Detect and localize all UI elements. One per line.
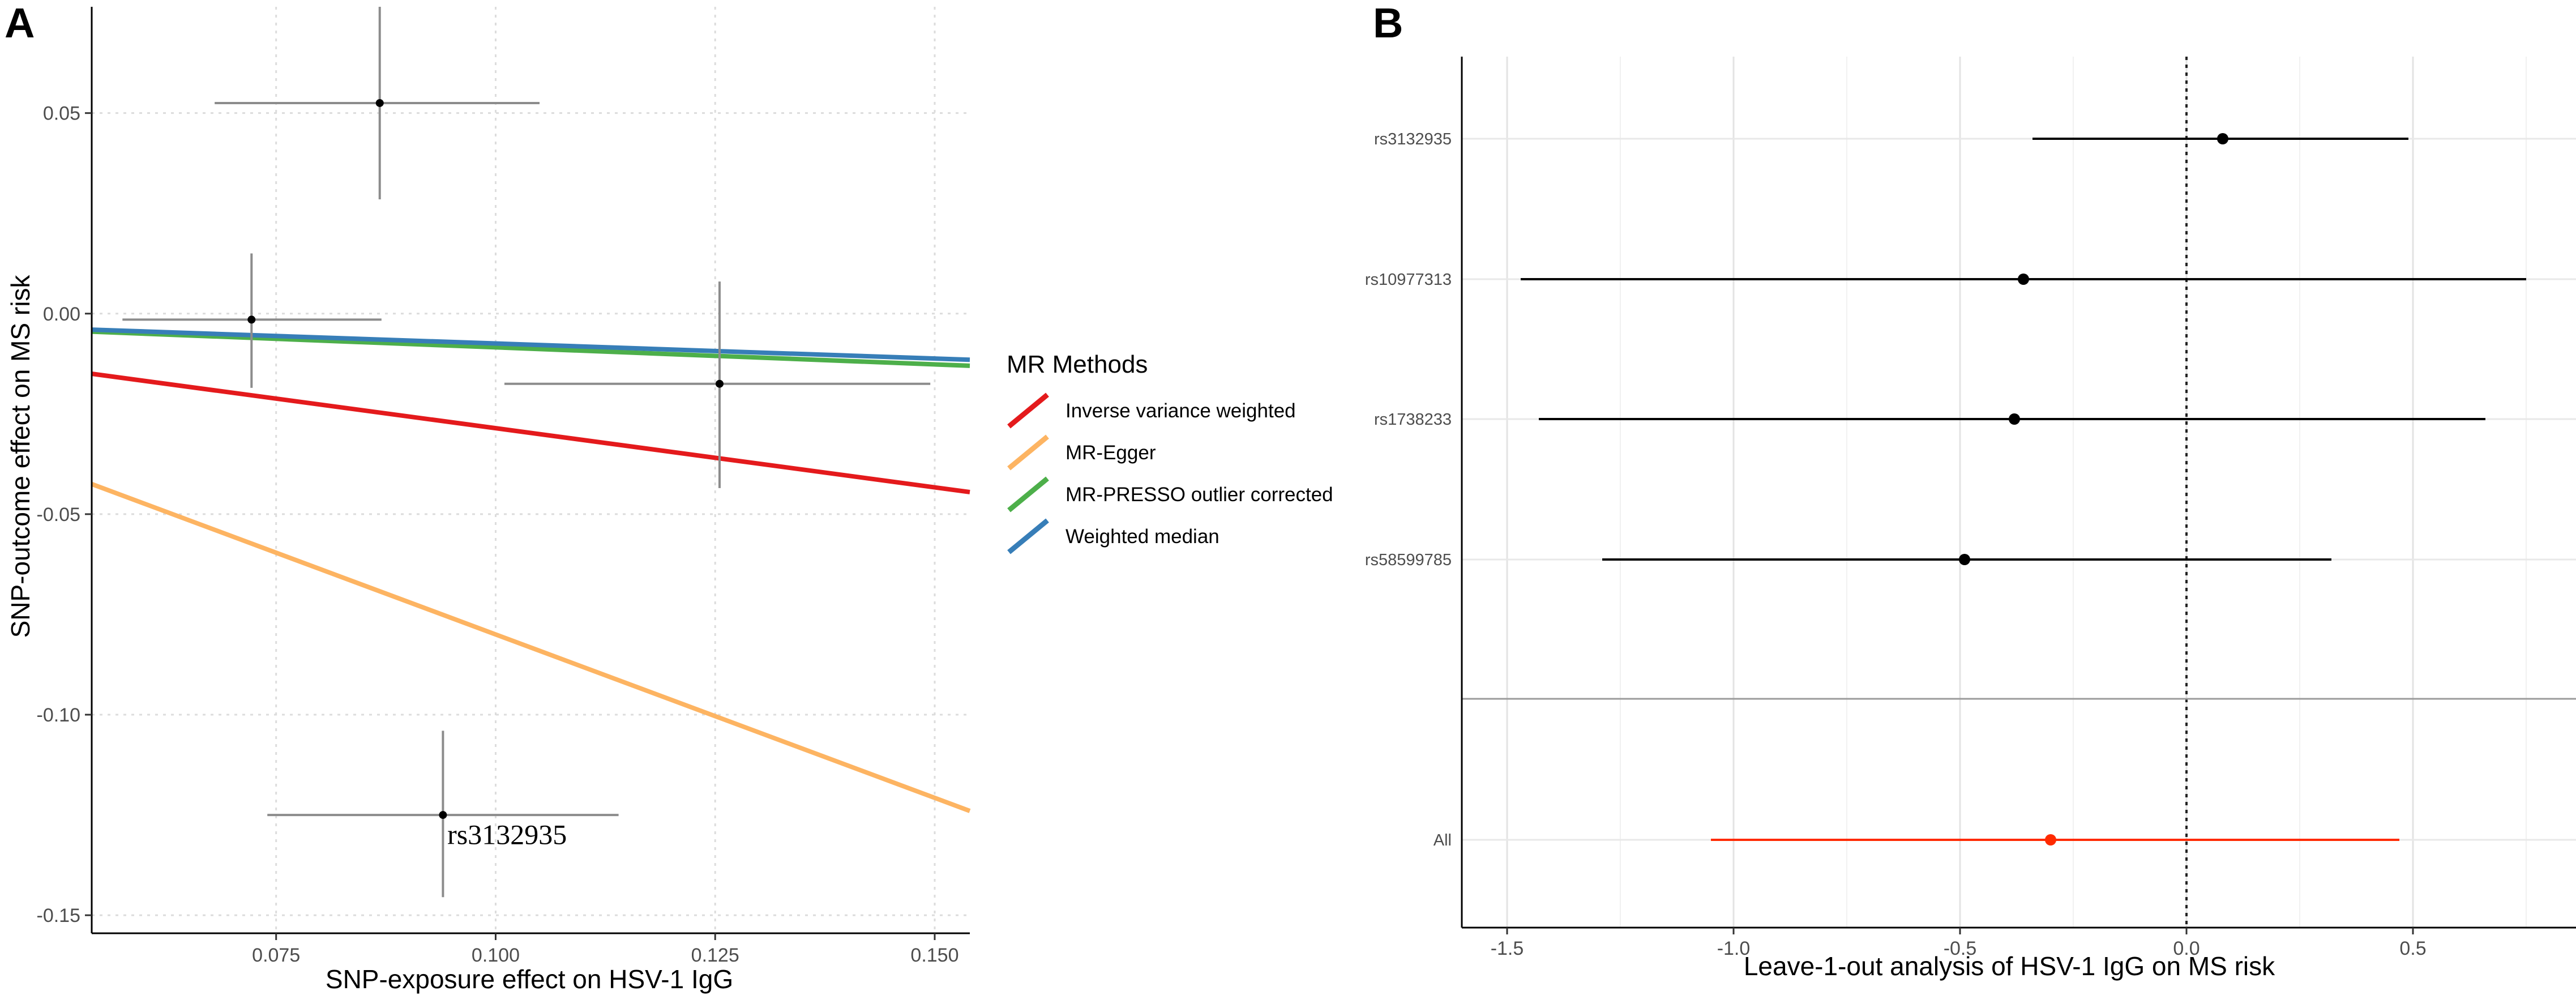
legend-title: MR Methods xyxy=(1007,351,1148,378)
a-line-mr-presso-outlier-corrected xyxy=(91,329,970,368)
a-x-tick-label-0: 0.075 xyxy=(252,945,300,966)
a-point-0 xyxy=(375,99,384,107)
b-estimate-all xyxy=(2045,834,2056,845)
a-y-ticks: 0.05 0.00 -0.05 -0.10 -0.15 xyxy=(37,103,92,926)
b-x-ticks: -1.5 -1.0 -0.5 0.0 0.5 xyxy=(1491,928,2427,959)
a-x-tick-label-2: 0.125 xyxy=(691,945,739,966)
b-estimate-rs10977313 xyxy=(2018,274,2029,285)
b-x-tick-label-1: -1.0 xyxy=(1717,938,1751,959)
a-line-mr-egger xyxy=(91,482,971,813)
panel-b-label: B xyxy=(1373,0,1403,46)
legend-swatch-3 xyxy=(1007,518,1049,554)
a-point-2 xyxy=(715,379,724,388)
a-regression-lines xyxy=(91,327,971,813)
b-row-label-rs58599785: rs58599785 xyxy=(1365,551,1452,569)
a-y-tick-label-0: 0.05 xyxy=(43,103,80,125)
a-gridlines xyxy=(92,7,970,933)
a-point-3 xyxy=(439,811,447,819)
b-y-labels: rs3132935 rs10977313 rs1738233 rs58599785 Al… xyxy=(1365,130,1452,849)
a-y-tick-label-3: -0.10 xyxy=(37,704,81,726)
a-x-axis-title: SNP-exposure effect on HSV-1 IgG xyxy=(326,964,733,994)
b-x-tick-label-3: 0.0 xyxy=(2173,938,2200,959)
legend-swatch-0 xyxy=(1007,392,1049,429)
legend-label-3: Weighted median xyxy=(1066,526,1219,548)
legend-label-0: Inverse variance weighted xyxy=(1066,400,1296,422)
panel-b-chart: -1.5 -1.0 -0.5 0.0 0.5 rs3132935rs10977313rs… xyxy=(1365,57,2576,981)
panel-a-label: A xyxy=(5,0,35,46)
b-row-label-rs10977313: rs10977313 xyxy=(1365,271,1452,289)
a-line-weighted-median xyxy=(91,327,970,362)
legend-label-1: MR-Egger xyxy=(1066,442,1156,464)
legend-swatch-2 xyxy=(1007,476,1049,513)
legend-swatch-1 xyxy=(1007,434,1049,471)
b-x-tick-label-2: -0.5 xyxy=(1944,938,1977,959)
a-data-points xyxy=(122,7,931,898)
a-y-tick-label-1: 0.00 xyxy=(43,304,80,325)
a-y-axis-title: SNP-outcome effect on MS risk xyxy=(6,275,35,638)
b-gridlines xyxy=(1462,57,2576,928)
a-annotation-0: rs3132935 xyxy=(447,818,567,850)
legend-items: Inverse variance weighted MR-Egger MR-PRES… xyxy=(1007,392,1333,554)
a-point-1 xyxy=(247,315,256,324)
b-row-label-all: All xyxy=(1434,831,1452,849)
a-line-inverse-variance-weighted xyxy=(91,371,970,494)
b-estimate-rs58599785 xyxy=(1959,554,1970,565)
a-x-tick-label-1: 0.100 xyxy=(472,945,520,966)
a-annotations: rs3132935 xyxy=(447,818,567,850)
a-y-tick-label-2: -0.05 xyxy=(37,504,81,526)
b-x-tick-label-4: 0.5 xyxy=(2399,938,2426,959)
b-estimate-rs1738233 xyxy=(2009,413,2020,425)
b-x-axis-title: Leave-1-out analysis of HSV-1 IgG on MS … xyxy=(1744,951,2275,981)
a-x-ticks: 0.075 0.100 0.125 0.150 xyxy=(252,933,959,966)
a-y-tick-label-4: -0.15 xyxy=(37,905,81,926)
b-row-label-rs3132935: rs3132935 xyxy=(1374,130,1452,148)
legend: MR Methods Inverse variance weighted MR-E… xyxy=(1007,351,1333,554)
b-row-label-rs1738233: rs1738233 xyxy=(1374,411,1452,429)
b-forest-rows xyxy=(1521,133,2526,845)
legend-label-2: MR-PRESSO outlier corrected xyxy=(1066,484,1333,506)
b-x-tick-label-0: -1.5 xyxy=(1491,938,1524,959)
b-estimate-rs3132935 xyxy=(2217,133,2228,144)
panel-a-chart: rs3132935 0.075 0.100 0.125 0.150 0.05 0.00 -… xyxy=(6,7,971,994)
a-x-tick-label-3: 0.150 xyxy=(910,945,958,966)
